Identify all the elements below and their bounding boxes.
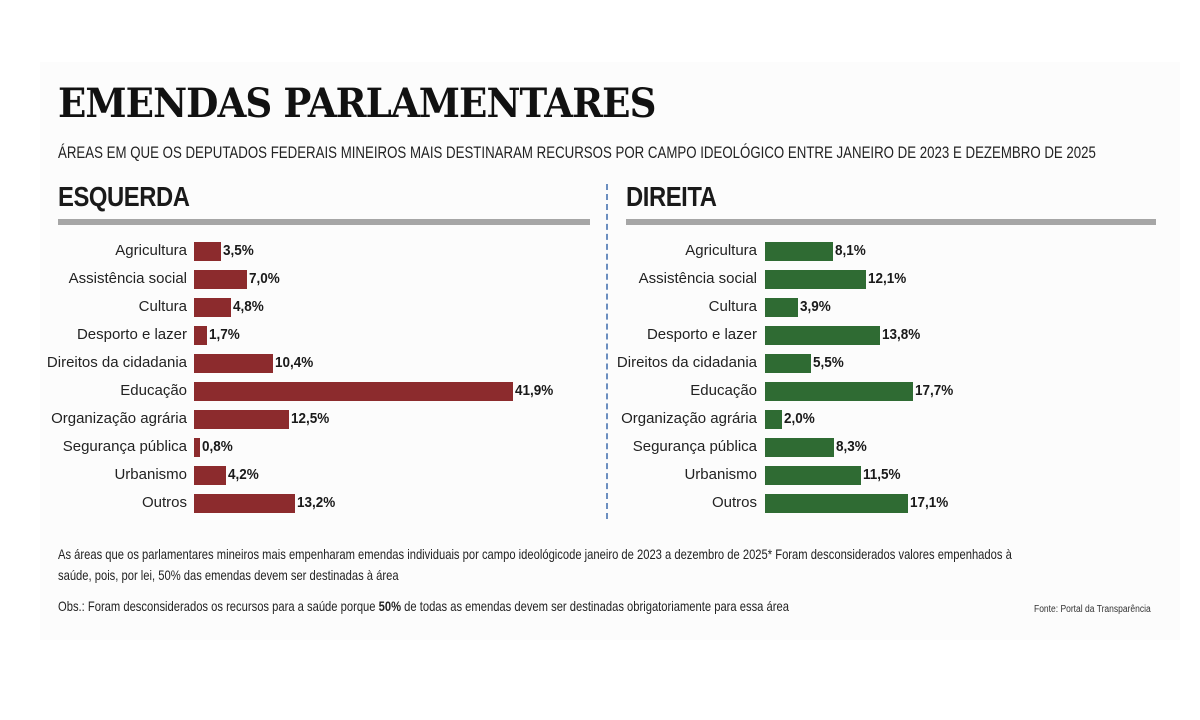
value-label-direita: 17,1% bbox=[909, 494, 949, 511]
category-label-esquerda: Agricultura bbox=[115, 242, 187, 259]
bar-direita bbox=[765, 354, 811, 373]
obs-note: Obs.: Foram desconsiderados os recursos … bbox=[58, 598, 789, 614]
panel-divider bbox=[606, 184, 608, 519]
bar-esquerda bbox=[194, 438, 201, 457]
category-label-esquerda: Organização agrária bbox=[51, 410, 187, 427]
category-label-esquerda: Cultura bbox=[138, 298, 187, 315]
value-label-esquerda: 3,5% bbox=[222, 242, 254, 259]
category-label-esquerda: Desporto e lazer bbox=[76, 326, 187, 343]
obs-bold: 50% bbox=[378, 598, 402, 614]
obs-before: Obs.: Foram desconsiderados os recursos … bbox=[58, 598, 379, 614]
panel-title-esquerda: ESQUERDA bbox=[58, 181, 190, 212]
category-label-direita: Educação bbox=[690, 382, 757, 399]
bar-direita bbox=[765, 326, 881, 345]
panel-rule-esquerda bbox=[58, 219, 590, 225]
bar-direita bbox=[765, 466, 862, 485]
value-label-esquerda: 7,0% bbox=[249, 270, 281, 287]
category-label-esquerda: Outros bbox=[141, 494, 187, 511]
category-label-esquerda: Segurança pública bbox=[62, 438, 187, 455]
category-label-direita: Agricultura bbox=[685, 242, 757, 259]
value-label-esquerda: 1,7% bbox=[208, 326, 240, 343]
category-label-direita: Assistência social bbox=[638, 270, 757, 287]
value-label-esquerda: 4,2% bbox=[228, 466, 259, 483]
obs-after: de todas as emendas devem ser destinadas… bbox=[401, 598, 789, 614]
panel-title-direita: DIREITA bbox=[626, 181, 717, 212]
bar-esquerda bbox=[194, 466, 226, 485]
bar-direita bbox=[765, 298, 798, 317]
category-label-direita: Direitos da cidadania bbox=[616, 354, 757, 371]
value-label-direita: 13,8% bbox=[882, 326, 921, 343]
bar-esquerda bbox=[194, 410, 290, 429]
bar-esquerda bbox=[194, 354, 274, 373]
value-label-direita: 5,5% bbox=[812, 354, 844, 371]
value-label-esquerda: 0,8% bbox=[202, 438, 233, 455]
value-label-direita: 11,5% bbox=[863, 466, 901, 483]
note-line-1: As áreas que os parlamentares mineiros m… bbox=[58, 546, 1012, 562]
chart-subtitle: ÁREAS EM QUE OS DEPUTADOS FEDERAIS MINEI… bbox=[58, 143, 1096, 162]
category-label-direita: Urbanismo bbox=[684, 466, 757, 483]
category-label-direita: Organização agrária bbox=[621, 410, 757, 427]
category-label-direita: Outros bbox=[711, 494, 757, 511]
bar-esquerda bbox=[194, 326, 207, 345]
chart-title: EMENDAS PARLAMENTARES bbox=[58, 80, 656, 127]
bar-esquerda bbox=[194, 494, 295, 513]
bar-direita bbox=[765, 438, 835, 457]
bar-direita bbox=[765, 382, 913, 401]
category-label-esquerda: Direitos da cidadania bbox=[46, 354, 187, 371]
value-label-esquerda: 10,4% bbox=[275, 354, 314, 371]
card-background bbox=[40, 62, 1180, 640]
category-label-esquerda: Educação bbox=[120, 382, 187, 399]
panel-rule-direita bbox=[626, 219, 1156, 225]
value-label-direita: 12,1% bbox=[868, 270, 907, 287]
bar-direita bbox=[765, 270, 867, 289]
source-credit: Fonte: Portal da Transparência bbox=[1034, 604, 1151, 615]
value-label-esquerda: 41,9% bbox=[515, 382, 554, 399]
bar-direita bbox=[765, 242, 833, 261]
bar-esquerda bbox=[194, 242, 221, 261]
value-label-direita: 2,0% bbox=[783, 410, 815, 427]
note-line-2: saúde, pois, por lei, 50% das emendas de… bbox=[58, 567, 399, 583]
bar-esquerda bbox=[194, 298, 231, 317]
bar-esquerda bbox=[194, 270, 248, 289]
value-label-esquerda: 4,8% bbox=[232, 298, 264, 315]
value-label-direita: 8,3% bbox=[836, 438, 868, 455]
category-label-esquerda: Urbanismo bbox=[114, 466, 187, 483]
value-label-direita: 8,1% bbox=[834, 242, 866, 259]
category-label-direita: Cultura bbox=[708, 298, 757, 315]
category-label-esquerda: Assistência social bbox=[68, 270, 187, 287]
bar-esquerda bbox=[194, 382, 514, 401]
value-label-direita: 17,7% bbox=[914, 382, 954, 399]
value-label-esquerda: 13,2% bbox=[296, 494, 335, 511]
value-label-esquerda: 12,5% bbox=[291, 410, 330, 427]
bar-direita bbox=[765, 410, 782, 429]
value-label-direita: 3,9% bbox=[799, 298, 831, 315]
category-label-direita: Desporto e lazer bbox=[646, 326, 757, 343]
category-label-direita: Segurança pública bbox=[632, 438, 757, 455]
bar-direita bbox=[765, 494, 908, 513]
